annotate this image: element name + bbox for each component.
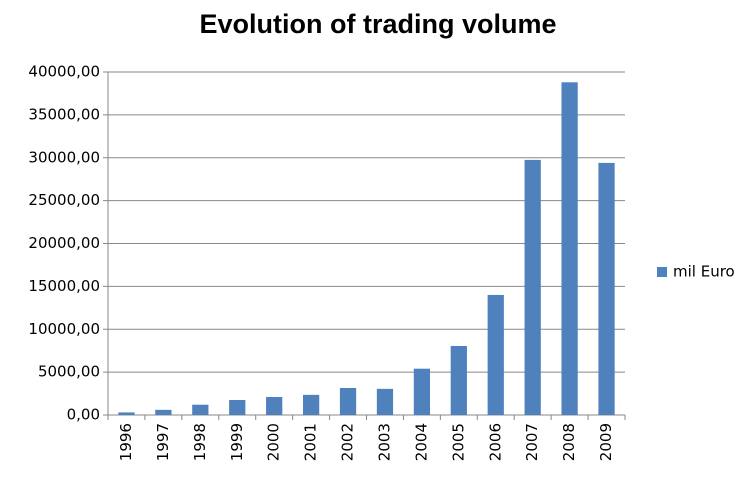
legend-label: mil Euro [673, 263, 735, 281]
bar [487, 294, 504, 415]
x-tick-label: 1998 [191, 423, 209, 461]
bar [266, 396, 283, 415]
bar [450, 345, 467, 415]
x-tick-label: 1997 [154, 423, 172, 461]
bar [155, 409, 172, 415]
y-tick-label: 0,00 [67, 406, 100, 424]
x-tick-label: 2008 [560, 423, 578, 461]
bar [413, 368, 431, 415]
x-tick-label: 2009 [597, 423, 615, 461]
x-tick-label: 2005 [449, 423, 467, 461]
x-tick-label: 2007 [523, 423, 541, 461]
x-tick-label: 2000 [265, 423, 283, 461]
bar [561, 82, 578, 415]
x-tick-label: 2003 [375, 423, 393, 461]
bar [339, 387, 357, 415]
y-tick-label: 25000,00 [28, 191, 100, 209]
bar [192, 404, 209, 415]
y-tick-label: 30000,00 [28, 148, 100, 166]
x-tick-label: 1996 [117, 423, 135, 461]
x-tick-label: 2004 [412, 423, 430, 461]
y-tick-label: 40000,00 [28, 63, 100, 81]
y-tick-label: 10000,00 [28, 320, 100, 338]
bar [598, 162, 615, 415]
bar [524, 159, 541, 415]
legend-swatch [657, 267, 667, 277]
bar [302, 394, 320, 415]
x-tick-label: 1999 [228, 423, 246, 461]
x-tick-label: 2001 [302, 423, 320, 461]
bar [118, 412, 135, 415]
bar [376, 388, 394, 415]
chart-title: Evolution of trading volume [200, 9, 557, 39]
y-tick-label: 20000,00 [28, 234, 100, 252]
bar [229, 399, 246, 415]
y-tick-label: 15000,00 [28, 277, 100, 295]
y-tick-label: 35000,00 [28, 105, 100, 123]
y-tick-label: 5000,00 [38, 363, 100, 381]
x-tick-label: 2002 [339, 423, 357, 461]
x-tick-label: 2006 [486, 423, 504, 461]
